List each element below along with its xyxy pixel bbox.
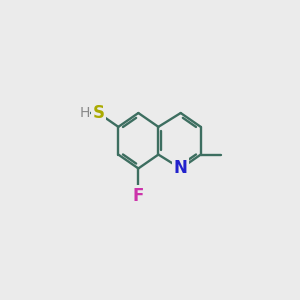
Text: N: N [174,159,188,177]
Text: F: F [133,187,144,205]
Text: H: H [79,106,90,120]
Text: S: S [92,104,104,122]
